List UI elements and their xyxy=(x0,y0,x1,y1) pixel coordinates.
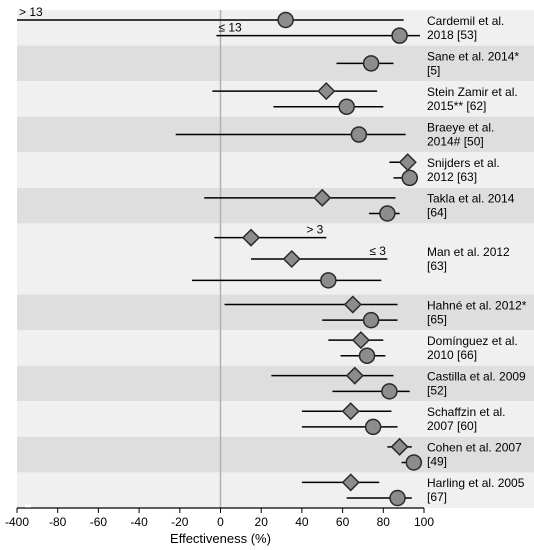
estimate-diamond xyxy=(282,249,301,269)
study-label: Man et al. 2012 xyxy=(427,245,510,259)
study-label: Stein Zamir et al. xyxy=(427,85,518,99)
row-band xyxy=(17,152,534,188)
x-tick-label: 80 xyxy=(377,515,391,529)
estimate-circle xyxy=(379,205,396,222)
estimate-circle xyxy=(338,98,355,116)
row-band xyxy=(17,45,534,82)
estimate-diamond xyxy=(351,331,370,350)
estimate-diamond xyxy=(345,366,364,385)
row-band xyxy=(17,81,534,117)
estimate-circle xyxy=(401,169,419,187)
estimate-circle xyxy=(358,347,376,365)
row-band xyxy=(17,436,534,473)
annotation-label: ≤ 3 xyxy=(369,244,386,258)
estimate-circle xyxy=(405,454,423,471)
x-axis-title: Effectiveness (%) xyxy=(170,531,271,546)
estimate-circle xyxy=(277,11,294,29)
x-tick-label: 0 xyxy=(217,515,224,529)
study-label: 2018 [53] xyxy=(427,28,477,42)
estimate-circle xyxy=(362,311,380,329)
estimate-circle xyxy=(391,27,408,44)
x-tick-label: -80 xyxy=(49,515,67,529)
annotation-label: > 13 xyxy=(19,5,43,19)
study-label: [5] xyxy=(427,63,440,77)
x-tick-label: 60 xyxy=(336,515,350,529)
study-label: 2007 [60] xyxy=(427,419,477,433)
estimate-diamond xyxy=(341,473,360,492)
estimate-circle xyxy=(389,489,406,507)
study-label: Sane et al. 2014* xyxy=(427,49,519,63)
study-label: Schaffzin et al. xyxy=(427,405,506,419)
study-label: Cohen et al. 2007 xyxy=(427,441,522,455)
study-label: 2014# [50] xyxy=(427,135,484,149)
study-label: Cardemil et al. xyxy=(427,14,504,28)
estimate-diamond xyxy=(343,295,362,314)
annotation-label: ≤ 13 xyxy=(218,21,242,35)
row-band xyxy=(17,10,534,46)
study-label: Harling et al. 2005 xyxy=(427,476,525,490)
row-band xyxy=(17,187,534,224)
row-band xyxy=(17,330,534,366)
row-band xyxy=(17,294,534,331)
estimate-diamond xyxy=(341,402,360,421)
estimate-circle xyxy=(320,272,337,289)
x-tick-label: 100 xyxy=(414,515,434,529)
x-tick-label: -20 xyxy=(171,515,189,529)
study-label: Domínguez et al. xyxy=(427,334,518,348)
row-band xyxy=(17,401,534,437)
estimate-diamond xyxy=(317,82,336,101)
study-label: Braeye et al. xyxy=(427,121,494,135)
study-label: 2012 [63] xyxy=(427,170,477,184)
x-tick-label: -60 xyxy=(90,515,108,529)
estimate-circle xyxy=(362,55,380,72)
study-label: [65] xyxy=(427,312,447,326)
x-tick-label: -40 xyxy=(130,515,148,529)
study-label: [67] xyxy=(427,490,447,504)
study-label: 2010 [66] xyxy=(427,348,477,362)
study-label: Hahné et al. 2012* xyxy=(427,298,527,312)
study-label: [49] xyxy=(427,455,447,469)
estimate-circle xyxy=(364,418,382,436)
x-tick-label: -400 xyxy=(5,515,29,529)
estimate-diamond xyxy=(313,188,332,207)
estimate-circle xyxy=(381,383,398,400)
study-label: Takla et al. 2014 xyxy=(427,192,515,206)
estimate-diamond xyxy=(390,437,409,456)
row-band xyxy=(17,365,534,402)
estimate-circle xyxy=(350,126,368,143)
study-label: Castilla et al. 2009 xyxy=(427,370,526,384)
row-band xyxy=(17,472,534,508)
study-label: 2015** [62] xyxy=(427,99,486,113)
study-label: [64] xyxy=(427,206,447,220)
study-label: [63] xyxy=(427,259,447,273)
study-label: [52] xyxy=(427,384,447,398)
annotation-label: > 3 xyxy=(306,223,323,237)
x-tick-label: 20 xyxy=(255,515,269,529)
x-tick-label: 40 xyxy=(295,515,309,529)
estimate-diamond xyxy=(241,228,261,247)
study-label: Snijders et al. xyxy=(427,156,500,170)
